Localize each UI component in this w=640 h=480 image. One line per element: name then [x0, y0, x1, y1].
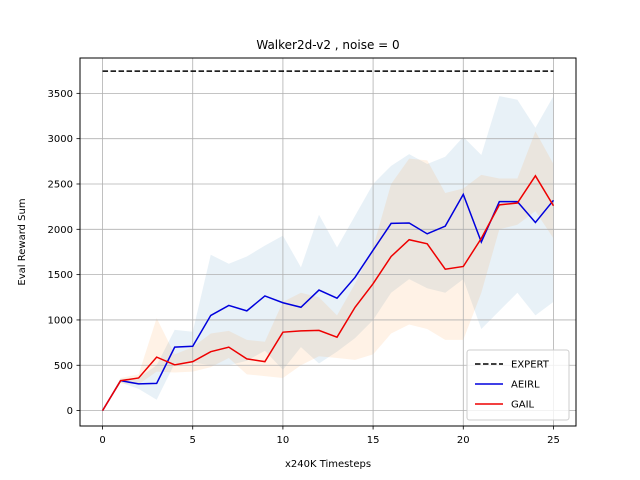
x-axis-label: x240K Timesteps	[285, 459, 371, 470]
legend-box	[466, 349, 570, 421]
x-tick-label: 10	[277, 435, 290, 446]
x-tick-label: 20	[457, 435, 470, 446]
y-tick-label: 500	[54, 361, 73, 372]
series-lines	[101, 70, 555, 411]
legend: EXPERT AEIRL GAIL	[466, 349, 570, 421]
y-axis-ticks: 0 500 1000 1500 2000 2500 3000 3500	[48, 89, 80, 417]
series-line-gail	[101, 174, 555, 411]
y-tick-label: 0	[67, 406, 73, 417]
legend-label-aeirl: AEIRL	[511, 380, 540, 391]
confidence-bands	[102, 96, 554, 411]
chart-title: Walker2d-v2 , noise = 0	[256, 38, 399, 52]
plot-frame	[79, 57, 577, 427]
x-tick-label: 25	[547, 435, 560, 446]
legend-label-gail: GAIL	[511, 400, 535, 411]
legend-label-expert: EXPERT	[511, 360, 550, 371]
x-tick-label: 15	[367, 435, 380, 446]
x-axis-ticks: 0 5 10 15 20 25	[99, 426, 560, 446]
y-tick-label: 3000	[48, 134, 73, 145]
band-gail	[102, 131, 554, 411]
y-tick-label: 1000	[48, 315, 73, 326]
x-tick-label: 0	[99, 435, 105, 446]
x-tick-label: 5	[190, 435, 196, 446]
series-line-aeirl	[101, 192, 555, 411]
y-tick-label: 1500	[48, 270, 73, 281]
y-tick-label: 3500	[48, 89, 73, 100]
y-tick-label: 2500	[48, 179, 73, 190]
y-tick-label: 2000	[48, 225, 73, 236]
band-aeirl	[102, 96, 554, 411]
y-axis-label: Eval Reward Sum	[17, 198, 28, 285]
